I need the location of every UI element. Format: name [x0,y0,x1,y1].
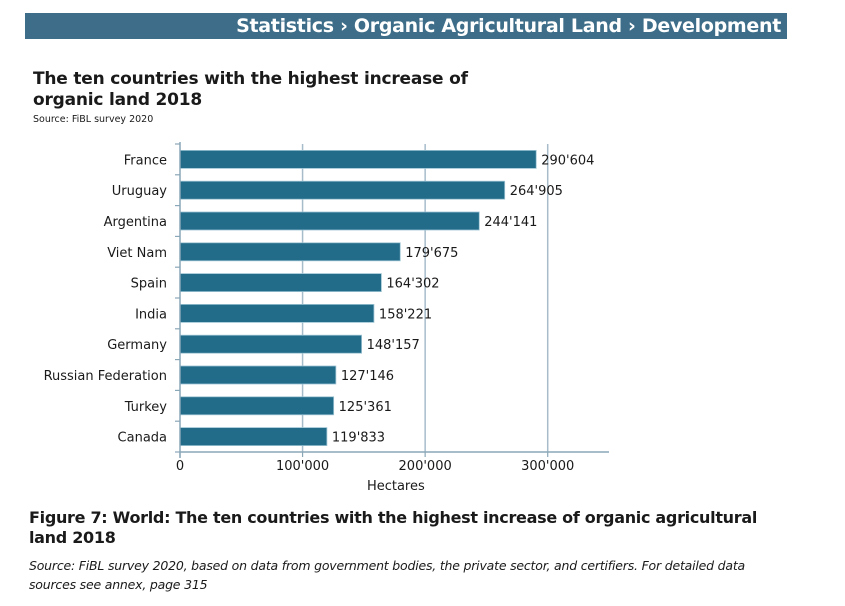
bar [179,149,537,169]
data-label: 290'604 [541,153,594,168]
figure-source: Source: FiBL survey 2020, based on data … [29,556,789,594]
figure-source-prefix: Source: FiBL survey 2020 [29,558,184,573]
bar [179,396,335,416]
category-label: Argentina [104,215,167,230]
category-label: Uruguay [112,184,168,199]
data-label: 127'146 [341,369,394,384]
data-label: 244'141 [484,215,537,230]
bar [179,334,362,354]
bar [179,427,328,447]
section-header-bar: Statistics › Organic Agricultural Land ›… [25,13,787,39]
axes [175,142,609,458]
x-axis-title: Hectares [367,479,425,494]
bar [179,180,506,200]
category-label: Viet Nam [107,246,167,261]
x-tick-label: 0 [176,459,184,474]
bar [179,273,382,293]
bar [179,365,337,385]
data-label: 125'361 [339,400,392,415]
labels: France 290'604 Uruguay 264'905 Argentina 244'… [44,153,595,494]
figure-source-text: , based on data from government bodies, … [29,558,746,592]
bars [179,149,537,447]
x-tick-label: 200'000 [399,459,452,474]
breadcrumb: Statistics › Organic Agricultural Land ›… [236,15,781,37]
category-label: Spain [131,277,167,292]
data-label: 119'833 [332,431,385,446]
data-label: 148'157 [367,338,420,353]
figure-caption: Figure 7: World: The ten countries with … [29,508,758,547]
bar [179,211,480,231]
data-label: 264'905 [510,184,563,199]
category-label: France [124,153,167,168]
category-label: Russian Federation [44,369,167,384]
x-tick-label: 300'000 [521,459,574,474]
category-label: Germany [107,338,167,353]
category-label: India [135,307,167,322]
category-label: Turkey [124,400,168,415]
x-tick-label: 100'000 [276,459,329,474]
data-label: 164'302 [386,277,439,292]
bar [179,242,401,262]
chart-title: The ten countries with the highest incre… [33,69,468,110]
category-label: Canada [118,431,167,446]
data-label: 179'675 [405,246,458,261]
chart-source: Source: FiBL survey 2020 [33,114,154,125]
bar [179,303,375,323]
data-label: 158'221 [379,307,432,322]
